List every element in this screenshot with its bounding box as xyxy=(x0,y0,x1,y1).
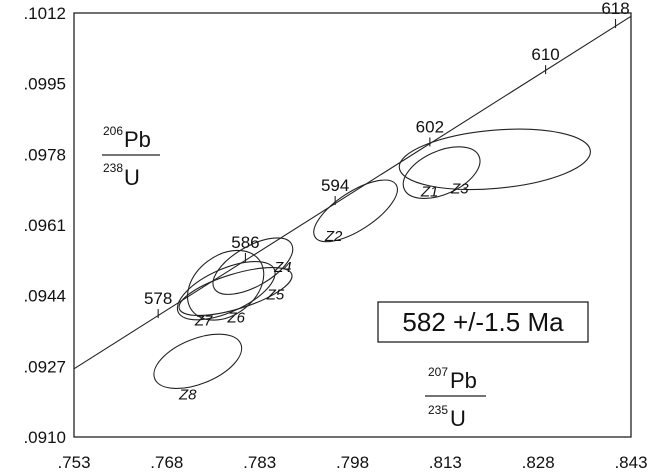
x-tick-label: .798 xyxy=(336,453,369,472)
error-ellipse-z2 xyxy=(313,179,398,243)
y-label-elem2: U xyxy=(124,165,140,190)
y-tick-label: .0927 xyxy=(23,357,66,376)
y-label-sup2: 238 xyxy=(103,161,123,175)
age-label: 602 xyxy=(416,117,444,136)
error-ellipse-z8 xyxy=(153,333,243,390)
x-label-sup2: 235 xyxy=(428,403,448,417)
ellipse-label: Z3 xyxy=(450,180,469,197)
error-ellipse-z3 xyxy=(398,128,591,191)
error-ellipse-z6 xyxy=(176,261,276,321)
age-label: 586 xyxy=(231,233,259,252)
x-tick-label: .768 xyxy=(150,453,183,472)
y-axis-label: 206 Pb 238 U xyxy=(102,124,160,190)
y-tick-label: .1012 xyxy=(23,4,66,23)
y-tick-label: .0961 xyxy=(23,216,66,235)
y-tick-label: .0944 xyxy=(23,287,66,306)
y-tick-label: .0910 xyxy=(23,428,66,447)
result-text: 582 +/-1.5 Ma xyxy=(402,307,564,337)
concordia-curve: 578 586 594 602 610 618 xyxy=(73,0,632,370)
age-label: 578 xyxy=(144,289,172,308)
age-label: 594 xyxy=(321,176,349,195)
x-label-elem2: U xyxy=(450,406,466,431)
error-ellipse-z7 xyxy=(186,249,265,321)
x-tick-label: .783 xyxy=(243,453,276,472)
ellipse-label: Z6 xyxy=(226,310,245,327)
x-tick-label: .753 xyxy=(57,453,90,472)
concordia-line xyxy=(73,15,632,370)
ellipse-label: Z8 xyxy=(178,386,197,403)
y-tick-labels: .1012 .0995 .0978 .0961 .0944 .0927 .0910 xyxy=(23,4,66,447)
error-ellipses: Z1 Z3 Z2 Z4 Z5 Z6 Z7 Z8 xyxy=(153,128,591,403)
ellipse-label: Z7 xyxy=(194,312,213,329)
ellipse-label: Z4 xyxy=(273,259,292,276)
x-tick-label: .828 xyxy=(522,453,555,472)
x-tick-labels: .753 .768 .783 .798 .813 .828 .843 xyxy=(57,453,647,472)
x-label-elem1: Pb xyxy=(450,368,477,393)
result-box xyxy=(377,301,589,343)
ellipse-label: Z1 xyxy=(420,184,439,201)
y-label-sup1: 206 xyxy=(103,124,123,138)
ellipse-label: Z5 xyxy=(266,287,285,304)
x-axis-label: 207 Pb 235 U xyxy=(425,365,486,431)
y-label-elem1: Pb xyxy=(124,127,151,152)
y-tick-label: .0995 xyxy=(23,75,66,94)
error-ellipse-z1 xyxy=(402,146,481,199)
plot-frame xyxy=(73,12,632,438)
x-label-sup1: 207 xyxy=(428,365,448,379)
age-label: 610 xyxy=(531,45,559,64)
x-tick-label: .843 xyxy=(614,453,647,472)
x-tick-label: .813 xyxy=(429,453,462,472)
age-label: 618 xyxy=(601,0,629,18)
result-annotation: 582 +/-1.5 Ma xyxy=(377,301,589,343)
ellipse-label: Z2 xyxy=(324,228,343,245)
y-tick-label: .0978 xyxy=(23,145,66,164)
